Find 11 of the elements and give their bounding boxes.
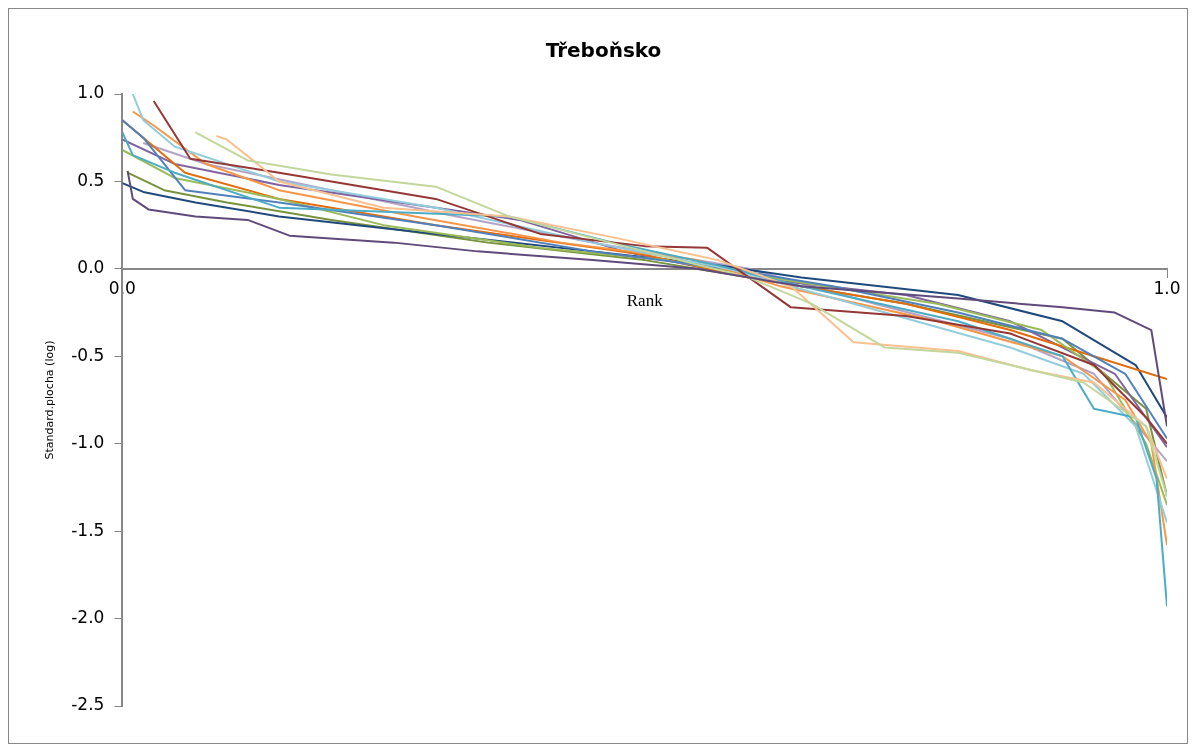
y-tick-label: -2.5 [71, 694, 105, 715]
y-tick-label: -1.5 [71, 519, 105, 540]
y-tick-label: 1.0 [77, 82, 105, 103]
y-tick-label: -2.0 [71, 606, 105, 627]
y-tick-label: 0.0 [77, 257, 105, 278]
y-axis-title: Standard.plocha (log) [43, 340, 57, 460]
y-tick-label: -1.0 [71, 432, 105, 453]
y-tick-label: 0.5 [77, 169, 105, 190]
x-axis-title: Rank [626, 290, 664, 310]
chart-title: Třeboňsko [545, 38, 662, 63]
y-tick-label: -0.5 [71, 344, 105, 365]
